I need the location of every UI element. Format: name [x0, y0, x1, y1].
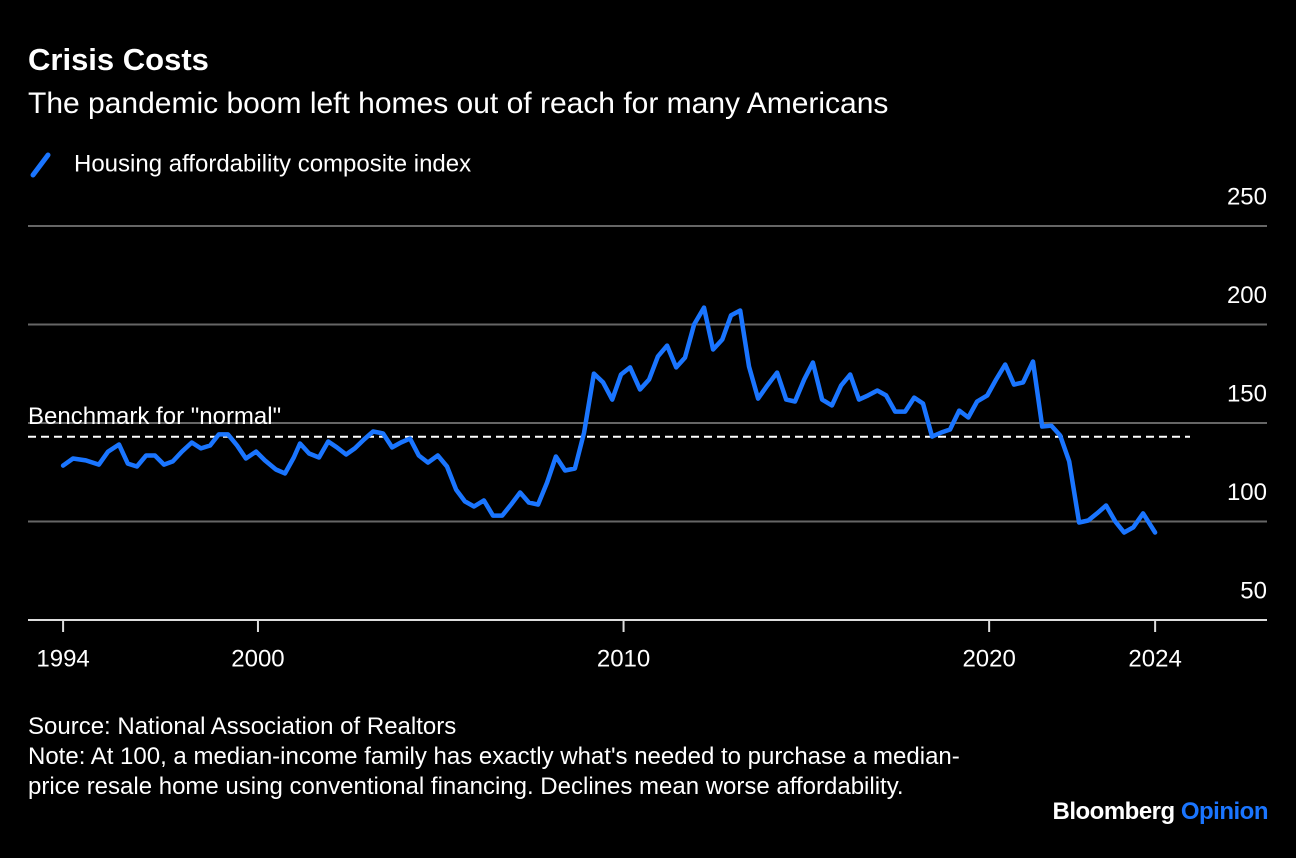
- logo-section: Opinion: [1180, 798, 1269, 825]
- x-tick-label: 2020: [962, 645, 1015, 672]
- logo-name: Bloomberg: [1052, 798, 1176, 825]
- legend-swatch: [30, 152, 51, 178]
- x-tick-label: 2024: [1128, 645, 1181, 672]
- x-tick-label: 2010: [597, 645, 650, 672]
- y-tick-label: 50: [1240, 577, 1267, 604]
- note: Note: At 100, a median-income family has…: [28, 743, 960, 800]
- y-tick-label: 100: [1227, 479, 1267, 506]
- y-tick-label: 250: [1227, 183, 1267, 210]
- chart-subtitle: The pandemic boom left homes out of reac…: [28, 87, 888, 120]
- chart-title: Crisis Costs: [28, 42, 209, 77]
- footnotes: Source: National Association of Realtors…: [28, 712, 988, 802]
- source: Source: National Association of Realtors: [28, 713, 457, 740]
- logo: Bloomberg Opinion: [1053, 798, 1269, 826]
- x-tick-label: 2000: [231, 645, 284, 672]
- y-tick-label: 150: [1227, 380, 1267, 407]
- series-line: [60, 305, 1158, 535]
- benchmark-label: Benchmark for "normal": [28, 403, 281, 430]
- x-tick-label: 1994: [36, 645, 89, 672]
- y-tick-label: 200: [1227, 282, 1267, 309]
- legend-label: Housing affordability composite index: [74, 150, 471, 177]
